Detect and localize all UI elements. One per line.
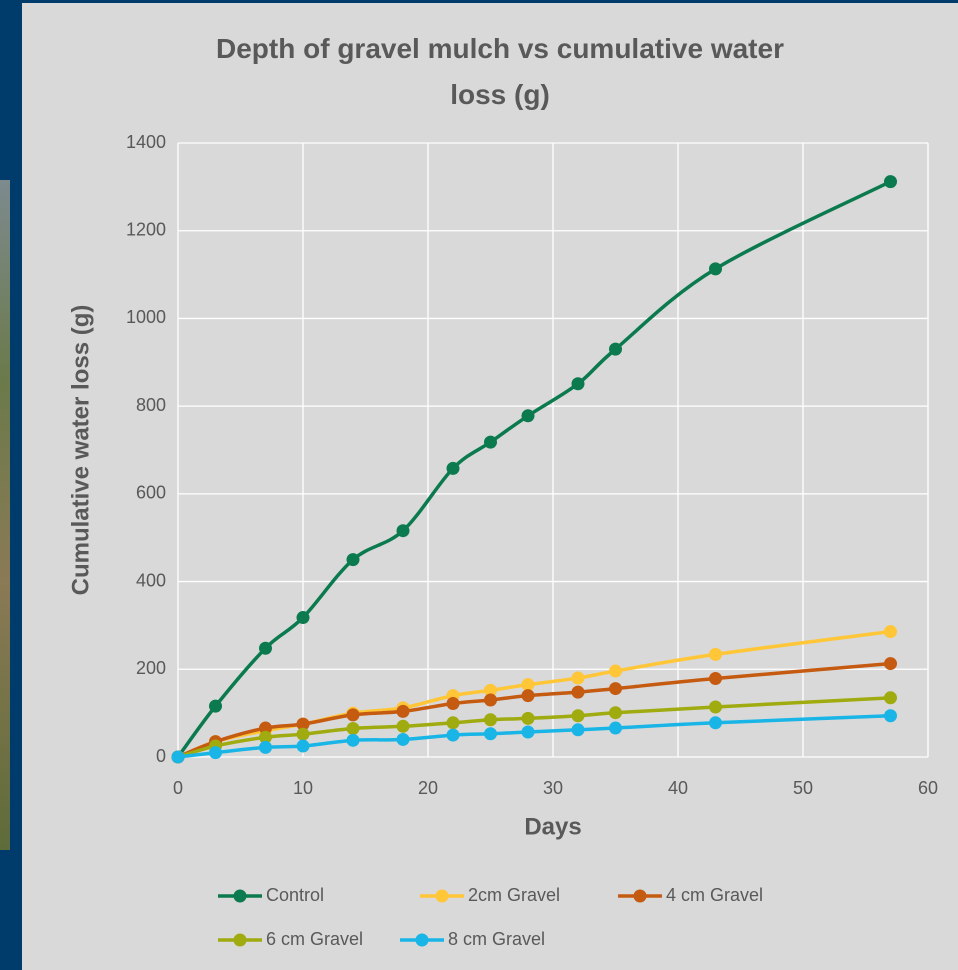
data-point <box>484 693 497 707</box>
data-point <box>346 708 360 722</box>
x-tick-label: 60 <box>918 778 938 798</box>
legend-marker <box>633 889 647 903</box>
data-point <box>709 671 722 685</box>
data-point <box>446 696 460 710</box>
x-tick-label: 10 <box>293 778 313 798</box>
data-point <box>884 175 897 189</box>
series-line <box>176 180 892 759</box>
data-point <box>884 709 897 723</box>
x-axis-label: Days <box>524 813 581 840</box>
data-point <box>571 723 585 737</box>
data-point <box>446 716 460 730</box>
data-point <box>521 689 535 703</box>
data-point <box>521 678 535 692</box>
data-point <box>571 377 585 391</box>
data-point <box>571 671 585 685</box>
data-point <box>484 683 497 697</box>
legend-label: 2cm Gravel <box>468 885 560 905</box>
data-point <box>609 664 622 678</box>
x-tick-label: 0 <box>173 778 183 798</box>
data-point <box>346 733 360 747</box>
data-point <box>884 625 897 639</box>
data-point <box>709 262 722 276</box>
data-point <box>259 730 272 744</box>
legend-label: 6 cm Gravel <box>266 929 363 949</box>
legend-marker <box>415 933 429 947</box>
data-point <box>296 717 310 731</box>
data-point <box>484 435 497 449</box>
data-point <box>571 685 585 699</box>
data-point <box>484 713 497 727</box>
data-point <box>884 657 897 671</box>
data-point <box>609 706 622 720</box>
data-point <box>709 647 722 661</box>
x-tick-label: 30 <box>543 778 563 798</box>
data-point <box>709 700 722 714</box>
y-axis-label: Cumulative water loss (g) <box>67 305 94 596</box>
data-point <box>521 409 535 423</box>
legend-marker <box>233 889 247 903</box>
data-point <box>446 728 460 742</box>
x-tick-label: 20 <box>418 778 438 798</box>
data-point <box>396 719 410 733</box>
y-tick-label: 1200 <box>126 219 166 239</box>
y-tick-label: 600 <box>136 483 166 503</box>
legend-label: 8 cm Gravel <box>448 929 545 949</box>
data-point <box>521 725 535 739</box>
data-point <box>346 553 360 567</box>
data-point <box>396 524 410 538</box>
data-point <box>396 704 410 718</box>
y-tick-label: 800 <box>136 395 166 415</box>
y-tick-label: 1000 <box>126 307 166 327</box>
data-point <box>571 709 585 723</box>
data-point <box>346 721 360 735</box>
legend-marker <box>435 889 449 903</box>
legend-marker <box>233 933 247 947</box>
data-point <box>259 721 272 735</box>
data-point <box>396 732 410 746</box>
data-point <box>884 691 897 705</box>
data-point <box>709 716 722 730</box>
chart-title: Depth of gravel mulch vs cumulative wate… <box>216 33 784 110</box>
x-tick-label: 40 <box>668 778 688 798</box>
x-tick-label: 50 <box>793 778 813 798</box>
y-tick-label: 200 <box>136 658 166 678</box>
data-point <box>209 746 222 760</box>
data-point <box>609 682 622 696</box>
data-point <box>259 641 272 655</box>
data-point <box>296 727 310 741</box>
legend-label: Control <box>266 885 324 905</box>
data-point <box>296 611 310 625</box>
data-point <box>609 721 622 735</box>
data-point <box>609 342 622 356</box>
data-point <box>484 727 497 741</box>
data-point <box>296 739 310 753</box>
data-point <box>171 750 185 764</box>
y-tick-label: 1400 <box>126 132 166 152</box>
legend-label: 4 cm Gravel <box>666 885 763 905</box>
series-line <box>177 661 891 759</box>
y-tick-label: 0 <box>156 746 166 766</box>
background-photo <box>0 180 10 850</box>
data-point <box>259 740 272 754</box>
data-point <box>521 711 535 725</box>
data-point <box>446 461 460 475</box>
y-tick-label: 400 <box>136 570 166 590</box>
data-point <box>209 699 222 713</box>
